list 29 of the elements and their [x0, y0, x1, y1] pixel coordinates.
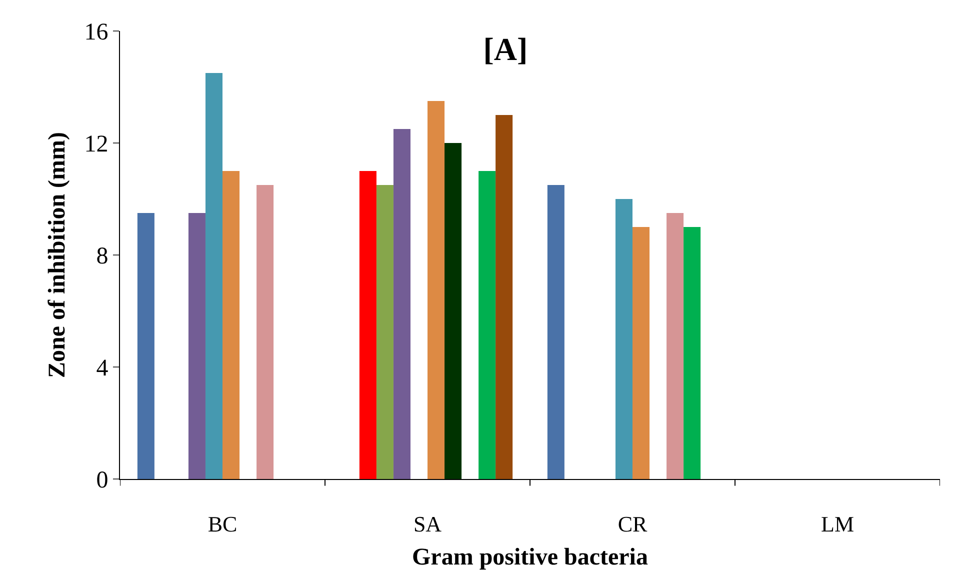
x-tick-label: BC	[208, 511, 238, 536]
bar	[393, 129, 410, 479]
x-tick-label: LM	[821, 511, 854, 536]
y-tick-label: 8	[96, 243, 108, 270]
x-axis-title: Gram positive bacteria	[412, 544, 648, 571]
bar	[205, 73, 222, 479]
bar	[496, 115, 513, 479]
bar	[632, 227, 650, 479]
bar	[666, 213, 684, 479]
x-tick-label: SA	[413, 511, 442, 536]
bar	[376, 185, 394, 479]
y-tick-label: 16	[84, 19, 108, 46]
y-axis-title: Zone of inhibition (mm)	[44, 132, 70, 378]
bar	[256, 185, 274, 479]
x-tick-label: CR	[618, 511, 648, 536]
bar	[684, 227, 701, 479]
y-tick-label: 0	[96, 467, 108, 494]
y-tick-label: 4	[96, 355, 108, 382]
chart-title: [A]	[483, 31, 528, 68]
bar	[359, 171, 376, 479]
bar	[478, 171, 496, 479]
bar	[188, 213, 206, 479]
bar	[615, 199, 632, 479]
bar	[444, 143, 462, 479]
bar	[547, 185, 564, 479]
y-tick-label: 12	[84, 131, 108, 158]
bar	[222, 171, 240, 479]
bar	[137, 213, 154, 479]
bar	[428, 101, 445, 479]
